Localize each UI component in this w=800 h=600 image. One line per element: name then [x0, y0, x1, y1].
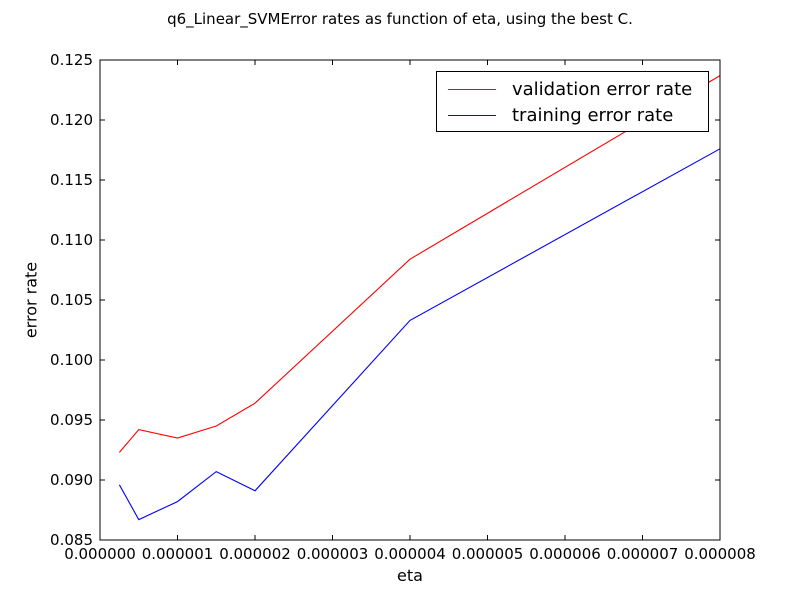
y-tick-label: 0.085 [50, 531, 93, 549]
series-line-training [118, 148, 721, 521]
legend: validation error rate training error rat… [436, 71, 709, 132]
y-tick-label: 0.125 [50, 51, 93, 69]
legend-label-training: training error rate [512, 104, 674, 126]
legend-swatch-training [448, 114, 496, 116]
y-tick-label: 0.090 [50, 471, 93, 489]
x-tick-label: 0.000006 [529, 545, 601, 563]
x-tick-label: 0.000005 [452, 545, 524, 563]
x-tick-label: 0.000001 [142, 545, 214, 563]
legend-label-validation: validation error rate [512, 78, 693, 100]
y-tick-label: 0.115 [50, 171, 93, 189]
series-line-validation [118, 75, 721, 453]
y-tick-label: 0.120 [50, 111, 93, 129]
plot-frame [99, 59, 721, 541]
y-tick-label: 0.095 [50, 411, 93, 429]
x-tick-label: 0.000000 [64, 545, 136, 563]
x-axis-label: eta [397, 566, 423, 585]
chart-title: q6_Linear_SVMError rates as function of … [167, 10, 633, 28]
x-tick-label: 0.000003 [297, 545, 369, 563]
x-tick-label: 0.000007 [607, 545, 679, 563]
y-tick-label: 0.105 [50, 291, 93, 309]
x-tick-label: 0.000004 [374, 545, 446, 563]
legend-item-validation: validation error rate [437, 78, 692, 100]
legend-swatch-validation [448, 88, 496, 90]
y-tick-label: 0.110 [50, 231, 93, 249]
legend-item-training: training error rate [437, 104, 673, 126]
x-tick-label: 0.000008 [684, 545, 756, 563]
x-tick-label: 0.000002 [219, 545, 291, 563]
y-tick-label: 0.100 [50, 351, 93, 369]
y-axis-label: error rate [21, 261, 41, 339]
